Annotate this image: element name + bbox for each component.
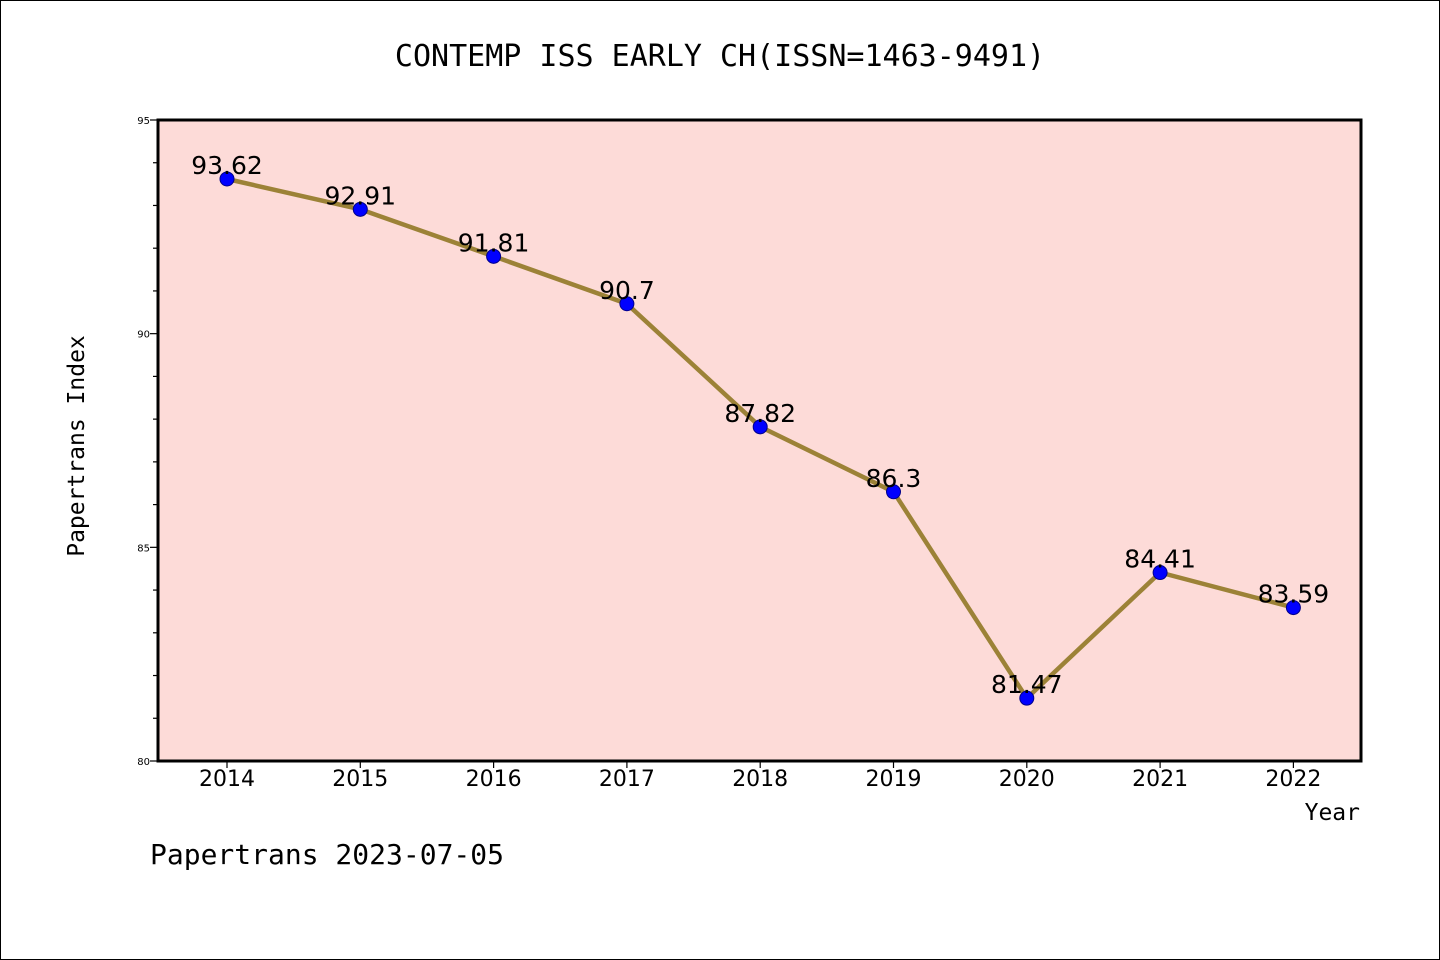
y-axis-label: Papertrans Index	[64, 335, 90, 557]
y-tick-label: 80	[137, 757, 150, 768]
data-point	[352, 201, 368, 217]
data-label: 87.82	[724, 399, 796, 428]
x-tick-label: 2018	[732, 767, 788, 792]
data-point	[619, 296, 635, 312]
x-tick-label: 2019	[866, 767, 922, 792]
x-tick-label: 2022	[1265, 767, 1321, 792]
x-axis: 2014 2015 2016 2017 2018 2019 2020 2021 2022	[199, 761, 1321, 792]
y-tick-label: 90	[137, 330, 150, 341]
data-label: 91.81	[458, 228, 530, 257]
data-point	[219, 171, 235, 187]
data-label: 84.41	[1124, 545, 1196, 574]
chart-title: CONTEMP ISS EARLY CH(ISSN=1463-9491)	[395, 39, 1045, 74]
data-point	[486, 248, 502, 264]
data-point	[1152, 565, 1168, 581]
data-label: 93.62	[191, 151, 263, 180]
x-tick-label: 2015	[332, 767, 388, 792]
markers-group	[219, 171, 1301, 706]
data-label: 90.7	[599, 276, 655, 305]
data-label: 86.3	[866, 464, 922, 493]
x-axis-label: Year	[1305, 800, 1360, 826]
y-tick-label: 95	[137, 116, 150, 127]
data-point	[1019, 690, 1035, 706]
data-label: 92.91	[325, 181, 397, 210]
plot-area	[156, 118, 1363, 763]
data-labels-group: 93.62 92.91 91.81 90.7 87.82 86.3 81.47 84.41 83…	[191, 151, 1329, 699]
y-axis: 80 85 90 95	[137, 116, 158, 768]
data-point	[1285, 600, 1301, 616]
x-tick-label: 2017	[599, 767, 655, 792]
x-tick-label: 2020	[999, 767, 1055, 792]
data-label: 83.59	[1258, 580, 1330, 609]
x-tick-label: 2021	[1132, 767, 1188, 792]
footer-credit: Papertrans 2023-07-05	[150, 838, 504, 871]
x-tick-label: 2016	[466, 767, 522, 792]
y-tick-label: 85	[137, 543, 150, 554]
data-point	[886, 484, 901, 500]
data-point	[752, 419, 768, 435]
x-tick-label: 2014	[199, 767, 255, 792]
data-label: 81.47	[991, 670, 1063, 699]
